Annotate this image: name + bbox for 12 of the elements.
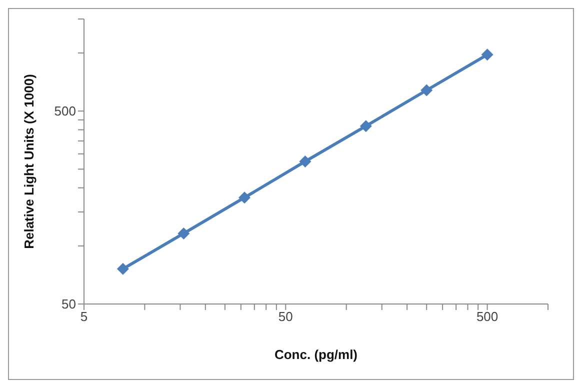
x-tick-label: 50 — [278, 309, 293, 324]
point — [178, 227, 190, 240]
point — [420, 84, 433, 96]
point — [238, 192, 250, 204]
point — [481, 48, 494, 61]
point — [360, 120, 372, 132]
y-axis-title: Relative Light Units (X 1000) — [22, 74, 37, 249]
point — [299, 155, 312, 168]
x-tick-label: 500 — [476, 309, 498, 324]
x-axis-title: Conc. (pg/ml) — [274, 347, 358, 362]
point — [116, 262, 129, 275]
x-tick-label: 5 — [80, 309, 88, 324]
